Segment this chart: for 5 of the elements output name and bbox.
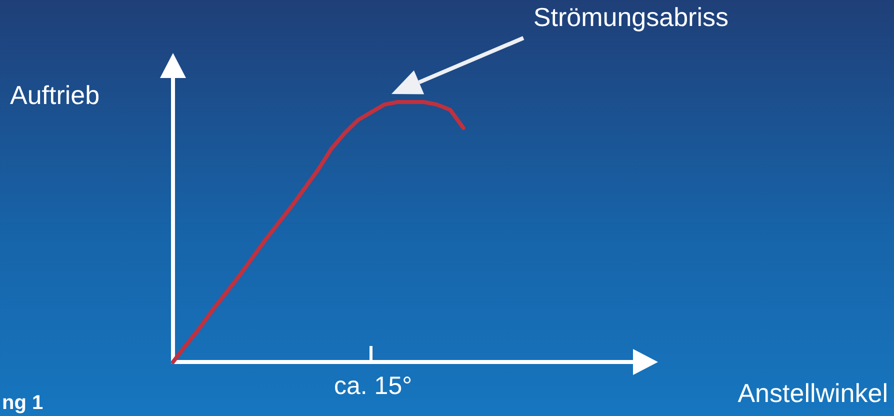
text: Strömungsabriss — [533, 2, 728, 33]
y-axis-title: Auftrieb — [10, 80, 100, 111]
text: ca. 15° — [334, 372, 412, 401]
x-axis-title: Anstellwinkel — [738, 378, 888, 409]
text: ng 1 — [2, 392, 44, 415]
